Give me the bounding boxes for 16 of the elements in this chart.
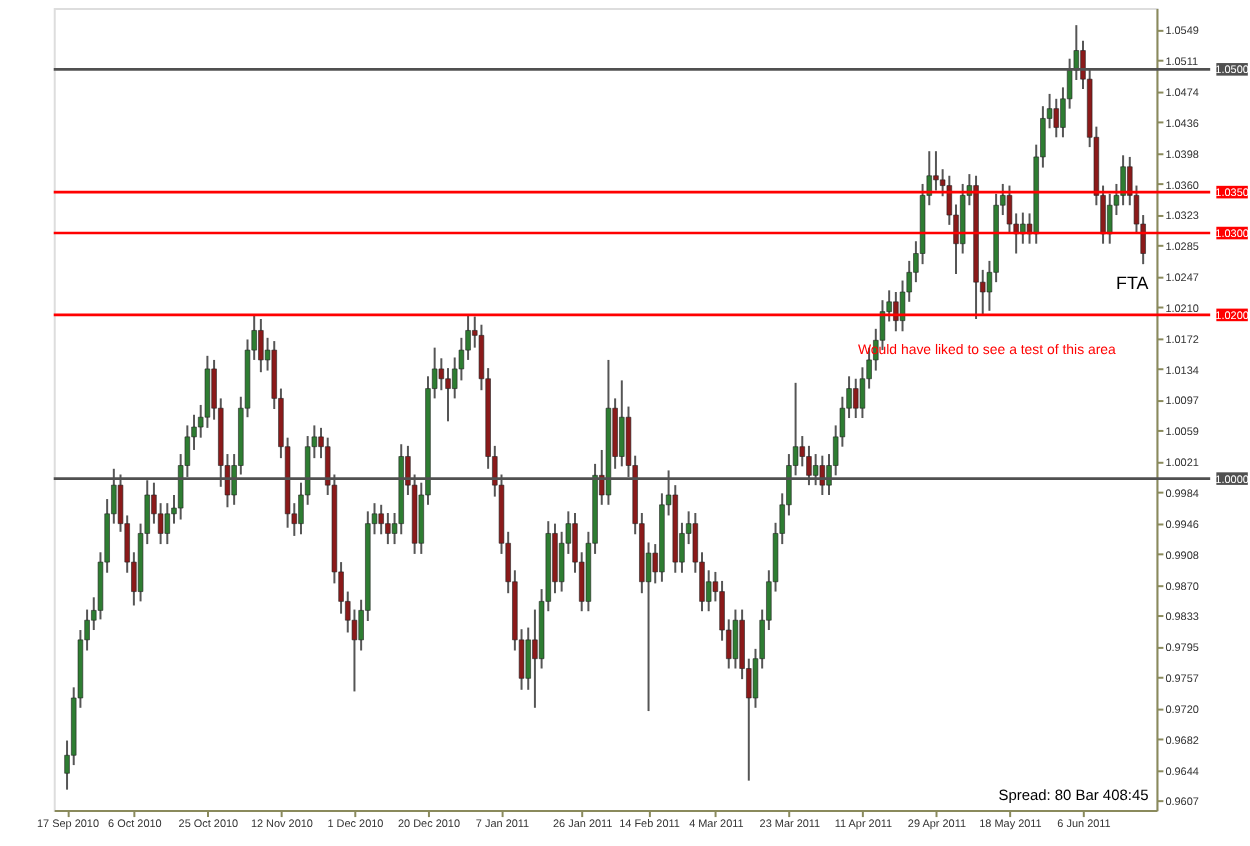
candlestick [853, 377, 859, 420]
candlestick [532, 608, 538, 709]
candlestick [378, 503, 384, 536]
candlestick [933, 150, 939, 192]
candlestick [1107, 192, 1113, 245]
candlestick [164, 502, 170, 546]
candlestick [1053, 97, 1059, 139]
candlestick [893, 290, 899, 333]
candlestick [619, 379, 625, 468]
candlestick [258, 318, 264, 374]
candlestick [1020, 211, 1026, 245]
candlestick [732, 608, 739, 670]
candlestick [385, 511, 391, 546]
annotation: FTA [1116, 272, 1149, 293]
candlestick [706, 569, 712, 613]
candlestick [1120, 154, 1126, 207]
